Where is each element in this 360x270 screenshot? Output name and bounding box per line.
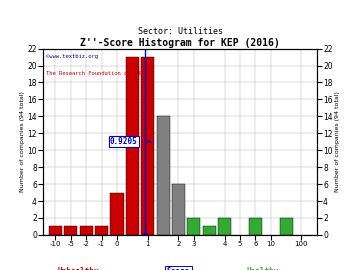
Bar [141,57,154,235]
Bar [218,218,231,235]
Y-axis label: Number of companies (94 total): Number of companies (94 total) [336,91,341,192]
Bar [49,227,62,235]
Bar [111,193,123,235]
Bar [187,218,201,235]
Bar [279,218,293,235]
Text: 0.9205: 0.9205 [110,137,138,146]
Bar [126,57,139,235]
Text: Unhealthy: Unhealthy [58,267,99,270]
Bar [157,116,170,235]
Text: ©www.textbiz.org: ©www.textbiz.org [46,54,98,59]
Bar [95,227,108,235]
Title: Z''-Score Histogram for KEP (2016): Z''-Score Histogram for KEP (2016) [80,38,280,48]
Bar [203,227,216,235]
Bar [249,218,262,235]
Text: The Research Foundation of SUNY: The Research Foundation of SUNY [46,71,147,76]
Y-axis label: Number of companies (94 total): Number of companies (94 total) [19,91,24,192]
Bar [80,227,93,235]
Text: Score: Score [167,267,190,270]
Bar [64,227,77,235]
Text: Sector: Utilities: Sector: Utilities [138,26,222,36]
Text: Healthy: Healthy [247,267,279,270]
Bar [172,184,185,235]
